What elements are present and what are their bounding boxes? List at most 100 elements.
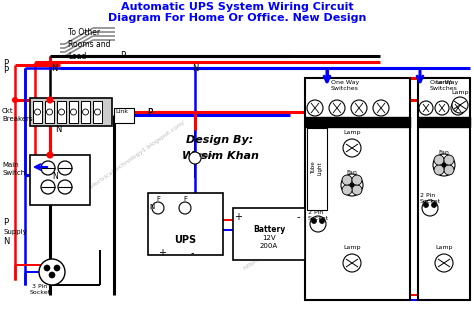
Circle shape (342, 185, 352, 195)
Bar (45, 101, 54, 123)
Circle shape (35, 109, 40, 115)
Circle shape (58, 109, 64, 115)
Text: N: N (3, 236, 9, 245)
Text: Fan: Fan (346, 170, 357, 175)
Circle shape (46, 109, 53, 115)
Text: -: - (190, 248, 194, 258)
Text: 2 Pin
Socket: 2 Pin Socket (420, 193, 441, 204)
Circle shape (435, 254, 453, 272)
Text: +: + (234, 212, 242, 222)
Text: Diagram For Home Or Office. New Design: Diagram For Home Or Office. New Design (108, 13, 366, 23)
Circle shape (311, 218, 317, 223)
Bar (305, 117, 410, 127)
Bar (233, 208, 305, 260)
Circle shape (422, 200, 438, 216)
Text: P: P (3, 58, 8, 67)
Text: 2 Pin
Socket: 2 Pin Socket (308, 210, 329, 221)
Circle shape (434, 165, 444, 175)
Circle shape (307, 100, 323, 116)
Text: P: P (147, 108, 153, 117)
Circle shape (179, 202, 191, 214)
Circle shape (44, 265, 50, 271)
Circle shape (343, 254, 361, 272)
Bar (33, 101, 42, 123)
Circle shape (12, 98, 18, 103)
Bar (81, 101, 90, 123)
Circle shape (54, 265, 60, 271)
Circle shape (47, 97, 53, 103)
Circle shape (352, 185, 362, 195)
Circle shape (444, 165, 454, 175)
Circle shape (442, 163, 446, 167)
Circle shape (41, 161, 55, 175)
Text: N: N (192, 64, 198, 73)
Circle shape (352, 175, 362, 185)
Circle shape (39, 259, 65, 285)
Circle shape (47, 152, 53, 158)
Circle shape (71, 109, 76, 115)
Text: Automatic UPS System Wiring Circuit: Automatic UPS System Wiring Circuit (121, 2, 353, 12)
Text: Fan: Fan (438, 150, 449, 155)
Circle shape (82, 109, 89, 115)
Circle shape (58, 161, 72, 175)
Circle shape (351, 100, 367, 116)
Text: -: - (296, 212, 300, 222)
Circle shape (189, 152, 201, 164)
Text: One Way
Switches: One Way Switches (331, 80, 359, 91)
Bar (30, 98, 112, 126)
Circle shape (373, 100, 389, 116)
Circle shape (423, 202, 428, 208)
Circle shape (49, 272, 55, 278)
Circle shape (341, 174, 363, 196)
Circle shape (451, 101, 465, 115)
Text: 12V: 12V (262, 235, 276, 241)
Circle shape (342, 175, 352, 185)
Text: Link: Link (115, 109, 128, 114)
Circle shape (452, 97, 468, 113)
Bar (114, 108, 134, 123)
Text: http:/ electricaltechnology1.blogspot.com/: http:/ electricaltechnology1.blogspot.co… (73, 120, 186, 201)
Text: Design By:
Wasim Khan: Design By: Wasim Khan (182, 135, 258, 161)
Bar (93, 101, 102, 123)
Text: N: N (149, 204, 155, 210)
Text: 200A: 200A (260, 243, 278, 249)
Text: Tube
Light: Tube Light (311, 161, 323, 175)
Text: http:/ electricaltechnology1.blogspot.com/: http:/ electricaltechnology1.blogspot.co… (244, 189, 356, 270)
Circle shape (329, 100, 345, 116)
Text: P: P (120, 51, 125, 60)
Text: Lamp: Lamp (343, 130, 361, 135)
Text: F: F (156, 196, 160, 202)
Circle shape (350, 183, 354, 187)
Text: P: P (3, 218, 8, 226)
Circle shape (435, 101, 449, 115)
Circle shape (58, 180, 72, 194)
Bar (69, 101, 78, 123)
Bar (57, 101, 66, 123)
Circle shape (431, 202, 437, 208)
Text: UPS: UPS (174, 235, 196, 245)
Text: F: F (183, 196, 187, 202)
Circle shape (444, 155, 454, 165)
Text: Lamp: Lamp (451, 90, 469, 95)
Bar (148, 193, 223, 255)
Text: 3 Pin
Socket: 3 Pin Socket (29, 284, 51, 295)
Text: N: N (51, 64, 57, 73)
Bar (418, 78, 470, 300)
Bar (307, 128, 327, 210)
Circle shape (152, 202, 164, 214)
Text: +: + (158, 248, 166, 258)
Text: Supply: Supply (3, 229, 27, 235)
Text: Lamp: Lamp (435, 80, 453, 85)
Text: Lamp: Lamp (343, 245, 361, 250)
Circle shape (343, 139, 361, 157)
Circle shape (419, 101, 433, 115)
Text: Ckt
Breakers: Ckt Breakers (2, 108, 33, 122)
Text: Fuse: Fuse (198, 153, 212, 158)
Circle shape (434, 155, 444, 165)
Text: P: P (147, 108, 153, 117)
Text: One Way
Switches: One Way Switches (430, 80, 458, 91)
Bar (305, 78, 410, 300)
Circle shape (41, 180, 55, 194)
Circle shape (319, 218, 325, 223)
Text: To Other
Rooms and
Load: To Other Rooms and Load (68, 28, 110, 61)
